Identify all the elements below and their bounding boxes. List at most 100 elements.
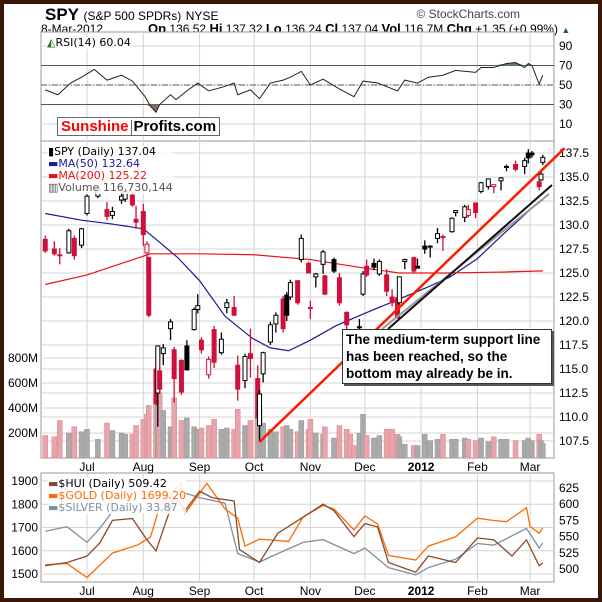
volume-bar [122,434,128,459]
ma50-legend: MA(50) 132.64 [58,157,140,170]
candle-body [306,262,312,274]
price-tick-label: 110.0 [559,410,588,424]
price-legend: ▮SPY (Daily) 137.04 ▬MA(50) 132.64 ▬MA(2… [48,146,173,194]
candle [66,228,72,254]
hui-axis-label: 600 [559,497,579,511]
candle-body [257,393,263,427]
candle-icon: ▮ [48,145,55,158]
volume-bar [66,432,72,459]
annotation-box: The medium-term support line has been re… [342,329,552,384]
candle-body [168,321,174,330]
candle [396,276,402,304]
ma200-swatch: ▬ [48,169,59,182]
candle-body [198,339,204,351]
month-label: Mar [520,460,541,474]
hui-axis-label: 550 [559,530,579,544]
exchange: NYSE [185,9,219,23]
candle [198,337,204,354]
candle [104,201,110,221]
candle [267,321,273,345]
ma50-line [45,199,544,352]
candle-body [449,217,455,233]
rsi-overbought-fill [515,62,525,66]
silver-swatch: ▬ [48,501,59,514]
volume-bar [452,439,459,459]
candle [171,346,177,403]
candle-body [109,211,115,216]
price-tick-label: 132.5 [559,194,589,208]
volume-bar [491,436,497,459]
candle [540,154,546,166]
month-label: Nov [300,584,321,598]
hui-swatch: ▬ [48,477,59,490]
volume-bar [242,425,248,459]
price-tick-label: 125.0 [559,266,589,280]
candle [473,202,479,219]
candle [306,261,312,274]
rsi-icon: ◭ [47,36,56,49]
candle [376,259,382,276]
month-label: 2012 [408,460,435,474]
candle-body [231,307,237,316]
candle [478,181,484,194]
month-label: Oct [245,584,264,598]
candle [491,184,497,194]
candle-body [331,259,337,272]
candle-body [133,218,139,223]
candle-body [473,202,479,214]
candle [307,300,313,320]
candle [160,344,166,366]
candle [415,258,421,269]
month-label: Oct [245,460,264,474]
volume-bar [313,432,319,459]
candle-body [364,265,370,276]
candle [427,245,433,258]
candle [453,210,459,217]
volume-bar [478,437,484,459]
volume-bar [218,429,225,459]
candle [129,192,135,207]
candle-body [336,277,342,304]
candle-body [146,257,152,316]
candle [247,328,253,378]
volume-bar [414,445,421,459]
candle [287,279,293,300]
volume-bar [51,436,58,459]
symbol: SPY [45,5,80,24]
volume-bar [322,426,328,459]
candle [364,259,370,277]
candle-body [422,245,428,250]
candle [157,365,163,393]
price-tick-label: 117.5 [559,338,588,352]
candle-body [224,302,230,309]
candle-body [402,259,408,262]
gold-axis-label: 1600 [11,544,38,558]
month-label: Mar [520,584,541,598]
candle [360,271,366,297]
candle-body [104,209,110,217]
candle-body [157,370,163,390]
volume-tick-label: 600M [8,376,38,390]
chart-header: SPY (S&P 500 SPDRs) NYSE [45,5,218,25]
candle-body [498,177,504,182]
candle-body [178,359,184,393]
volume-legend: Volume 116,730,144 [58,181,173,194]
candle-body [356,326,362,329]
volume-bar [273,431,279,459]
volume-bar [298,420,305,459]
volume-bar [331,437,337,459]
silver-legend: $SILVER (Daily) 33.87 [58,501,178,514]
ma200-legend: MA(200) 125.22 [58,169,147,182]
month-label: Jul [79,460,94,474]
candle [485,178,491,190]
candle-body [322,275,328,295]
candle-body [384,274,390,292]
volume-bar [371,437,377,459]
rsi-tick-label: 50 [559,78,573,92]
candle [260,351,266,383]
candle-body [389,296,395,304]
price-tick-label: 122.5 [559,290,589,304]
month-label: Sep [189,460,211,474]
candle [218,332,224,355]
volume-tick-label: 400M [8,401,38,415]
